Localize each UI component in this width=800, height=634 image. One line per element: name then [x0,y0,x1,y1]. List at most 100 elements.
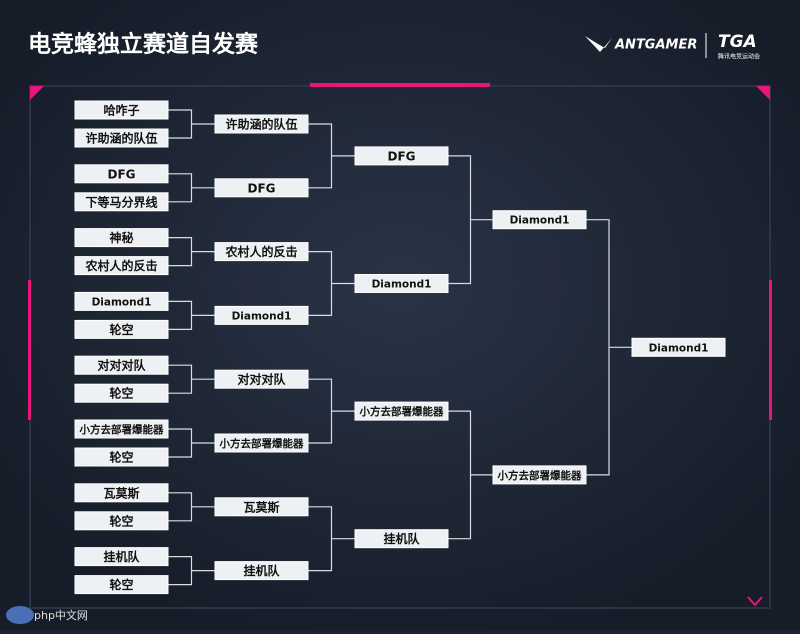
team-box: 小方去部署爆能器 [74,419,169,439]
team-box-bg [74,575,169,595]
watermark: php中文网 [34,608,88,622]
team-box: 对对对队 [74,355,169,375]
side-accent [28,280,31,420]
team-box-bg [74,355,169,375]
team-box-bg [74,256,169,276]
team-box-bg [214,242,309,262]
connector [448,410,493,540]
team-name: 挂机队 [103,549,140,564]
team-box: Diamond1 [631,337,726,357]
team-box: DFG [214,178,309,198]
corner [30,86,44,100]
connectors [168,109,632,586]
team-name: 轮空 [109,513,133,528]
team-name: 瓦莫斯 [243,499,279,514]
team-box: 农村人的反击 [74,256,169,276]
connector [308,251,355,316]
team-name: 轮空 [109,386,133,401]
frame-accent [310,83,490,87]
connector [308,123,355,189]
team-box-bg [492,210,587,230]
team-box: 瓦莫斯 [74,483,169,503]
connector [168,109,215,139]
connector [308,506,355,572]
connector [168,300,215,330]
team-name: 农村人的反击 [84,258,157,273]
team-name: 下等马分界线 [85,194,157,209]
team-name: DFG [387,149,415,163]
team-name: DFG [247,181,275,195]
team-name: 哈咋子 [103,103,139,118]
valorant-mark [747,596,763,607]
team-name: 小方去部署爆能器 [79,423,164,436]
team-name: Diamond1 [232,310,292,322]
team-boxes: 哈咋子许助涵的队伍DFG下等马分界线神秘农村人的反击Diamond1轮空对对对队… [74,100,726,595]
team-name: 挂机队 [383,531,420,546]
team-box: 许助涵的队伍 [214,114,309,134]
connector [586,219,632,476]
team-box-bg [214,497,309,517]
team-name: Diamond1 [372,279,432,291]
team-name: Diamond1 [649,342,709,354]
team-box-bg [74,228,169,248]
team-box: 小方去部署爆能器 [354,401,449,421]
team-box: 对对对队 [214,369,309,389]
logo2-subtext: 腾讯电竞运动会 [718,53,760,61]
logo-icon [585,36,612,52]
team-box-bg [214,369,309,389]
team-box: DFG [74,164,169,184]
team-box-bg [354,274,449,293]
team-box: 轮空 [74,511,169,531]
team-box-bg [74,547,169,567]
team-box: 小方去部署爆能器 [492,465,587,485]
team-box: 哈咋子 [74,100,169,120]
team-box-bg [74,100,169,120]
team-box-bg [74,291,169,311]
team-name: 许助涵的队伍 [225,117,297,132]
team-box: 轮空 [74,319,169,339]
team-box: 农村人的反击 [214,242,309,262]
team-name: 对对对队 [237,372,286,387]
team-box: 轮空 [74,575,169,595]
connector [168,492,215,522]
team-box-bg [354,401,449,421]
team-box: 轮空 [74,447,169,467]
team-box: 神秘 [74,228,169,248]
team-box: 许助涵的队伍 [74,128,169,148]
corner [756,86,770,100]
team-box-bg [74,483,169,503]
team-box-bg [74,383,169,403]
team-name: Diamond1 [92,296,152,308]
team-name: 小方去部署爆能器 [219,437,304,450]
team-box-bg [354,529,449,549]
watermark-badge [6,606,34,624]
connector [168,364,215,394]
team-box: Diamond1 [492,210,587,230]
team-box-bg [214,305,309,325]
team-name: 挂机队 [243,563,280,578]
team-box-bg [214,178,309,198]
team-name: 神秘 [109,230,133,245]
team-box-bg [354,146,449,166]
team-box-bg [214,433,309,453]
connector [308,378,355,444]
team-box: 挂机队 [214,561,309,581]
team-name: 小方去部署爆能器 [497,469,582,482]
team-name: 瓦莫斯 [103,485,139,500]
team-box-bg [74,511,169,531]
team-box-bg [74,447,169,467]
team-box: 轮空 [74,383,169,403]
title: 电竞蜂独立赛道自发赛 [28,31,259,58]
team-name: 农村人的反击 [224,244,297,259]
team-box: Diamond1 [354,274,449,293]
team-name: 小方去部署爆能器 [359,405,444,418]
team-box-bg [631,337,726,357]
team-box-bg [214,561,309,581]
team-name: 轮空 [109,577,133,592]
team-box-bg [74,319,169,339]
connector [168,237,215,267]
team-box: 挂机队 [354,529,449,549]
logo2-text: TGA [718,32,757,52]
